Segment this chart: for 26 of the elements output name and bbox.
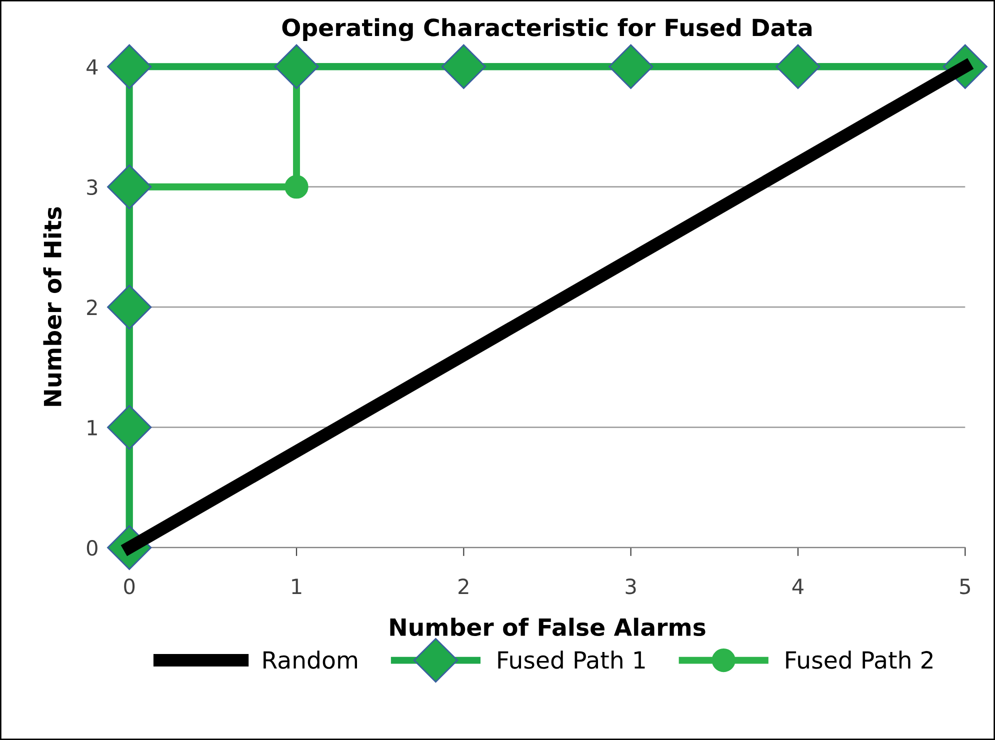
point (107, 164, 152, 210)
y-tick-label: 4 (86, 59, 98, 75)
x-axis-title: Number of False Alarms (390, 618, 706, 636)
x-tick-label: 5 (960, 578, 970, 594)
point (608, 44, 654, 89)
point (284, 175, 308, 199)
y-axis-title: Number of Hits (43, 207, 62, 406)
point (107, 284, 152, 330)
y-tick-label: 3 (87, 179, 98, 196)
point (107, 405, 152, 450)
point (441, 44, 486, 89)
x-tick-label: 4 (792, 578, 804, 594)
chart-title: Operating Characteristic for Fused Data (282, 18, 812, 42)
point (274, 44, 319, 89)
point (776, 44, 820, 89)
x-tick-label: 0 (124, 578, 135, 594)
legend-label: Fused Path 2 (786, 650, 932, 669)
legend-label: Random (264, 650, 357, 669)
x-tick-label: 2 (458, 578, 468, 594)
x-tick-label: 3 (626, 578, 636, 594)
legend-label: Fused Path 1 (498, 650, 645, 669)
y-tick-label: 1 (88, 420, 97, 436)
x-tick-label: 1 (292, 578, 302, 594)
y-tick-label: 2 (87, 300, 97, 316)
y-tick-label: 0 (86, 540, 98, 556)
point (107, 44, 152, 89)
